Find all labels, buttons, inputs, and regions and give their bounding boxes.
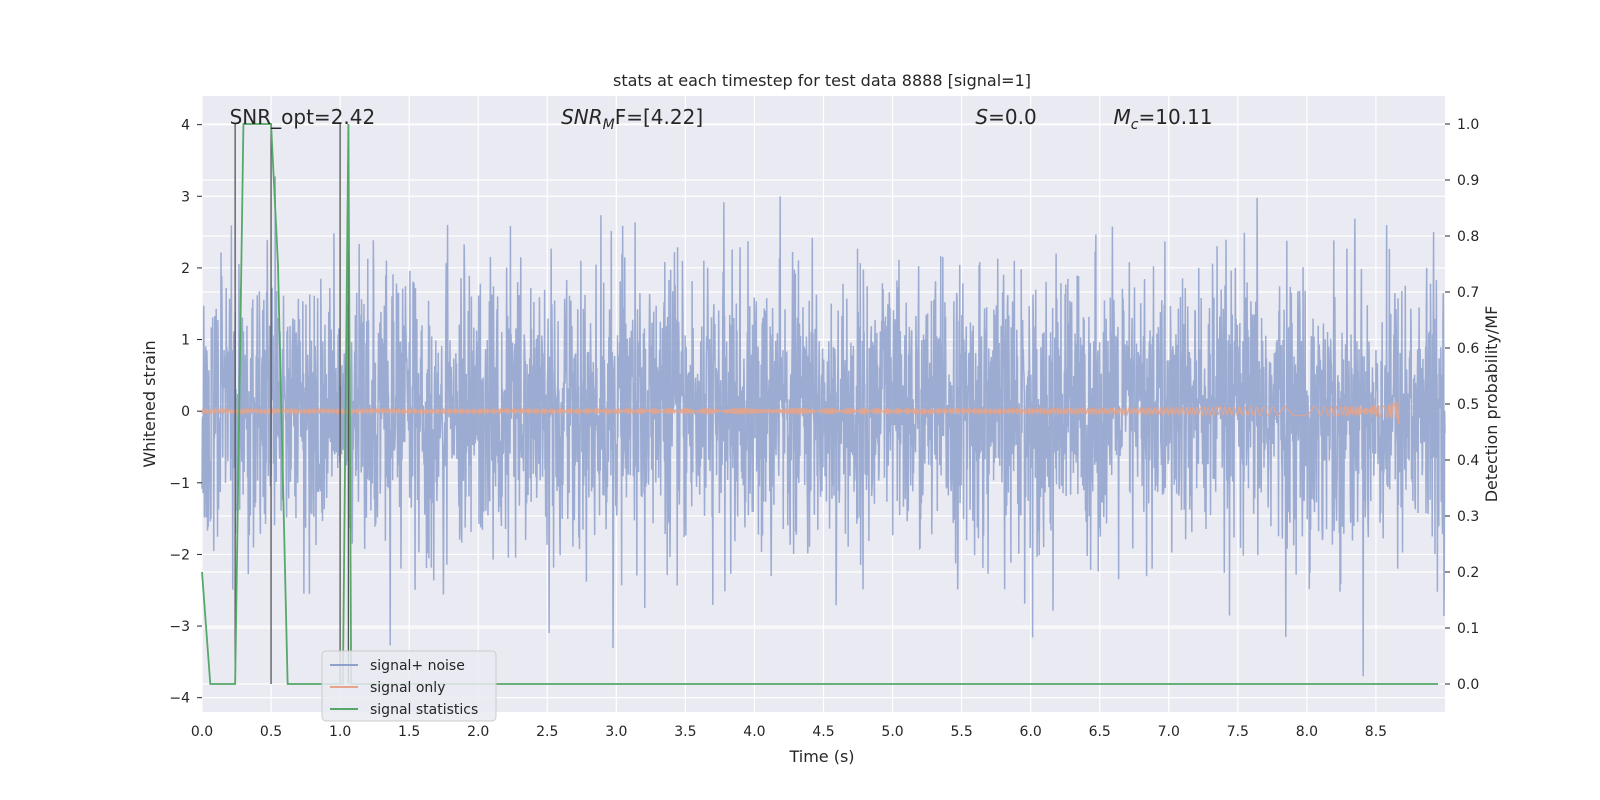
x-tick-label: 5.5 bbox=[950, 724, 972, 740]
x-tick-label: 1.5 bbox=[398, 724, 420, 740]
annotations: SNR_opt=2.42 SNRMF=[4.22] S=0.0 Mc=10.11 bbox=[230, 105, 1213, 133]
x-tick-label: 5.0 bbox=[881, 724, 903, 740]
x-tick-label: 7.5 bbox=[1227, 724, 1249, 740]
x-tick-label: 4.5 bbox=[812, 724, 834, 740]
y-tick-label: 0 bbox=[181, 404, 190, 420]
legend-label: signal+ noise bbox=[370, 658, 465, 674]
annotation-s-stat: S=0.0 bbox=[975, 105, 1036, 129]
y-tick-label: −4 bbox=[169, 691, 190, 707]
y-tick-label: −1 bbox=[169, 476, 190, 492]
y2-tick-label: 0.6 bbox=[1457, 341, 1479, 357]
x-tick-label: 8.0 bbox=[1296, 724, 1318, 740]
x-tick-label: 4.0 bbox=[743, 724, 765, 740]
y2-tick-label: 0.9 bbox=[1457, 173, 1479, 189]
y-tick-label: 2 bbox=[181, 261, 190, 277]
annotation-snr-opt: SNR_opt=2.42 bbox=[230, 105, 376, 129]
y-axis-label: Whitened strain bbox=[140, 340, 159, 467]
x-tick-label: 0.5 bbox=[260, 724, 282, 740]
x-tick-label: 8.5 bbox=[1365, 724, 1387, 740]
x-tick-label: 2.5 bbox=[536, 724, 558, 740]
y2-tick-label: 0.7 bbox=[1457, 285, 1479, 301]
y-tick-label: −2 bbox=[169, 547, 190, 563]
legend-label: signal statistics bbox=[370, 702, 478, 718]
x-tick-label: 1.0 bbox=[329, 724, 351, 740]
y2-tick-label: 0.4 bbox=[1457, 453, 1479, 469]
y-tick-label: −3 bbox=[169, 619, 190, 635]
series-signal-noise-line bbox=[201, 176, 1446, 677]
x-tick-label: 2.0 bbox=[467, 724, 489, 740]
y2-tick-label: 1.0 bbox=[1457, 117, 1479, 133]
series-signal-only-line bbox=[201, 395, 1401, 425]
x-tick-label: 3.0 bbox=[605, 724, 627, 740]
legend: signal+ noise signal only signal statistic… bbox=[321, 650, 497, 722]
y-tick-label: 1 bbox=[181, 333, 190, 349]
axes: 0.0 0.5 1.0 1.5 2.0 2.5 3.0 3.5 4.0 4.5 5.0 5.5 6.0 6… bbox=[169, 117, 1479, 740]
y2-tick-label: 0.1 bbox=[1457, 621, 1479, 637]
x-tick-label: 0.0 bbox=[191, 724, 213, 740]
legend-box bbox=[321, 650, 497, 722]
x-axis-label: Time (s) bbox=[788, 747, 854, 766]
x-tick-label: 6.0 bbox=[1020, 724, 1042, 740]
y2-tick-label: 0.5 bbox=[1457, 397, 1479, 413]
y-tick-label: 3 bbox=[181, 189, 190, 205]
y2-tick-label: 0.8 bbox=[1457, 229, 1479, 245]
legend-label: signal only bbox=[370, 680, 445, 696]
x-tick-label: 6.5 bbox=[1089, 724, 1111, 740]
y-tick-label: 4 bbox=[181, 118, 190, 134]
y2-axis-label: Detection probability/MF bbox=[1482, 306, 1501, 503]
annotation-chirp-mass: Mc=10.11 bbox=[1114, 105, 1213, 133]
x-tick-label: 7.0 bbox=[1158, 724, 1180, 740]
chart-title: stats at each timestep for test data 888… bbox=[613, 71, 1031, 90]
y2-tick-label: 0.3 bbox=[1457, 509, 1479, 525]
y2-tick-label: 0.2 bbox=[1457, 565, 1479, 581]
y2-tick-label: 0.0 bbox=[1457, 677, 1479, 693]
annotation-snr-mf: SNRMF=[4.22] bbox=[561, 105, 703, 133]
x-tick-label: 3.5 bbox=[674, 724, 696, 740]
